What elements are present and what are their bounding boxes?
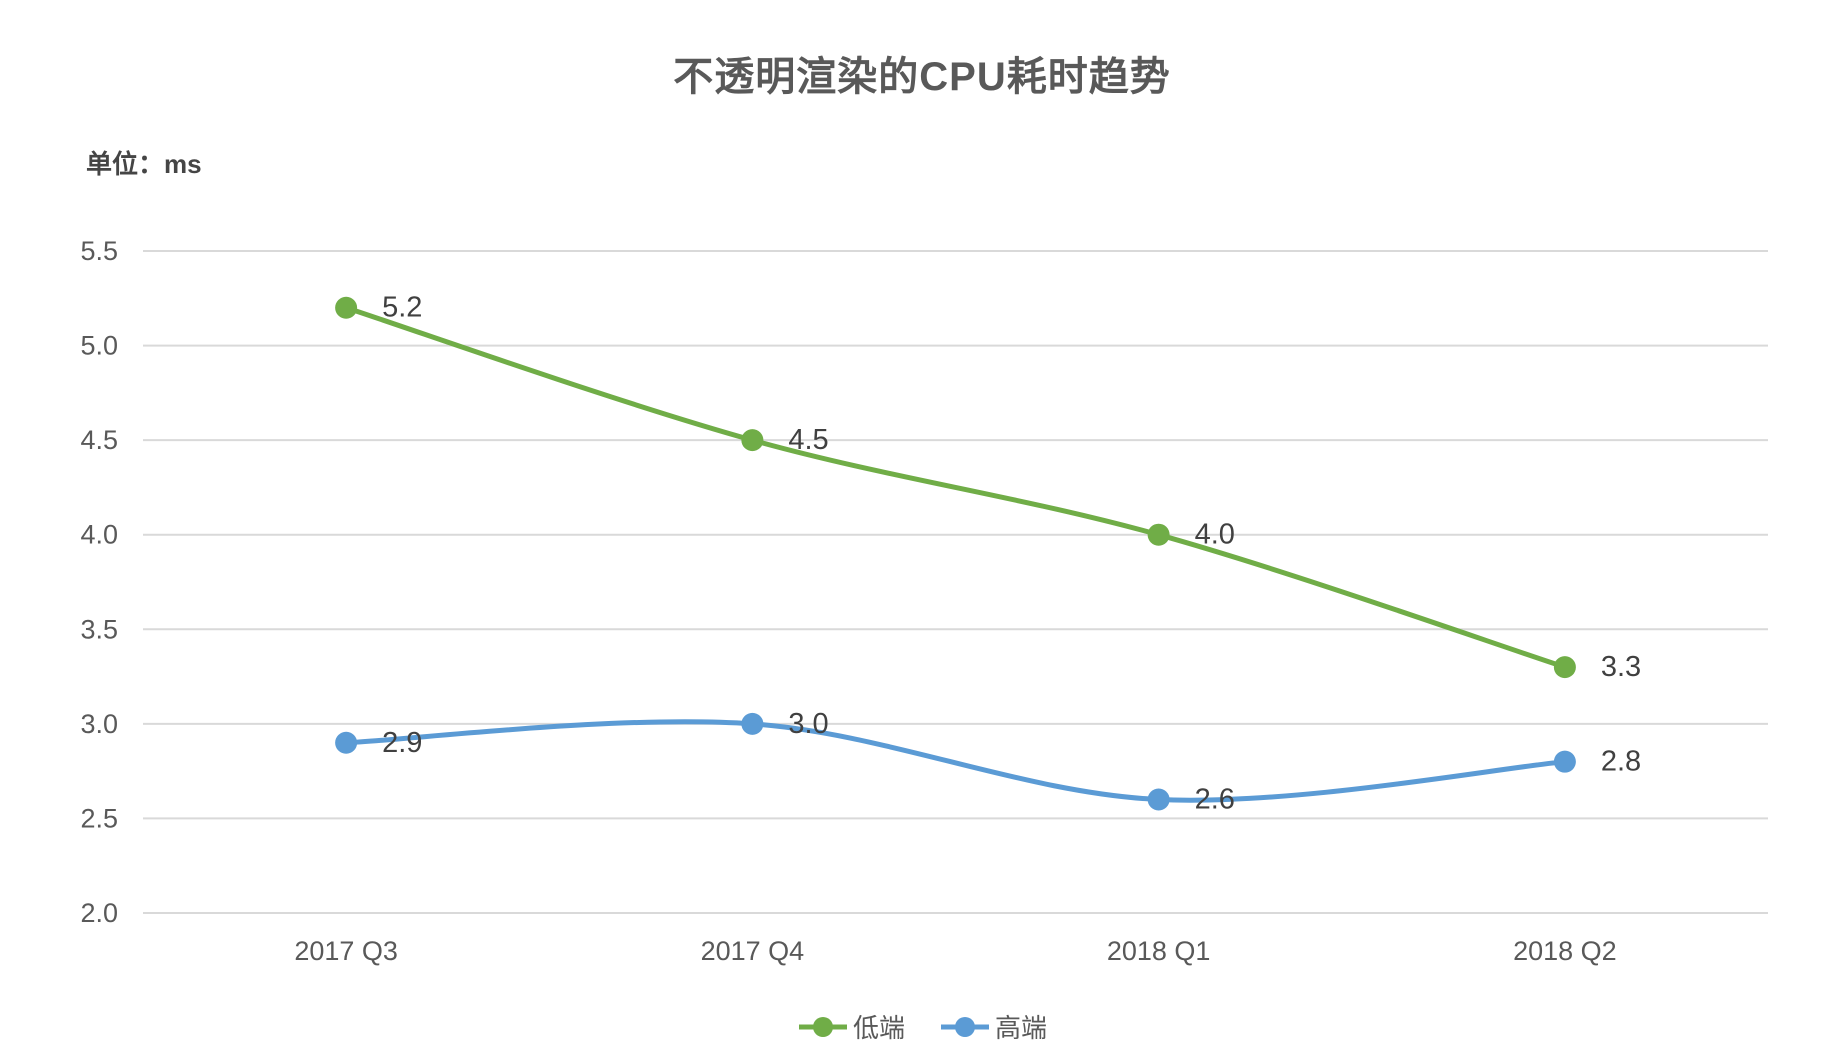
y-tick-label: 3.0 xyxy=(80,709,118,739)
x-axis-label: 2017 Q3 xyxy=(294,936,398,966)
data-label-低端: 5.2 xyxy=(382,292,422,324)
data-label-低端: 3.3 xyxy=(1601,651,1641,683)
y-tick-label: 5.5 xyxy=(80,236,118,266)
data-label-高端: 2.9 xyxy=(382,727,422,759)
legend-item-low-end: 低端 xyxy=(797,1008,905,1045)
legend-item-high-end: 高端 xyxy=(939,1008,1047,1045)
legend: 低端 高端 xyxy=(0,1008,1844,1045)
data-label-高端: 2.8 xyxy=(1601,746,1641,778)
legend-marker-low-end-icon xyxy=(798,1016,847,1037)
data-point-低端 xyxy=(1147,523,1170,546)
data-point-高端 xyxy=(335,731,358,754)
x-axis-label: 2018 Q2 xyxy=(1513,936,1617,966)
y-tick-label: 2.0 xyxy=(80,898,118,928)
unit-label: 单位：ms xyxy=(86,149,202,179)
data-point-低端 xyxy=(741,429,764,452)
x-axis-label: 2018 Q1 xyxy=(1107,936,1211,966)
data-label-高端: 2.6 xyxy=(1195,784,1235,816)
y-tick-label: 4.0 xyxy=(80,520,118,550)
data-point-高端 xyxy=(741,712,764,735)
data-point-低端 xyxy=(335,296,358,319)
data-label-低端: 4.0 xyxy=(1195,519,1235,551)
y-tick-label: 5.0 xyxy=(80,331,118,361)
data-label-高端: 3.0 xyxy=(788,708,828,740)
series-line-低端 xyxy=(343,305,1568,670)
legend-marker-high-end-icon xyxy=(941,1016,989,1037)
x-axis-label: 2017 Q4 xyxy=(701,936,805,966)
y-tick-label: 3.5 xyxy=(80,614,118,644)
chart-title: 不透明渲染的CPU耗时趋势 xyxy=(673,55,1171,99)
data-point-高端 xyxy=(1147,788,1170,811)
data-point-高端 xyxy=(1553,750,1576,773)
series-line-高端 xyxy=(343,719,1568,803)
legend-label-high-end: 高端 xyxy=(995,1013,1048,1043)
data-point-低端 xyxy=(1553,656,1576,679)
y-tick-label: 4.5 xyxy=(80,425,118,455)
y-tick-label: 2.5 xyxy=(80,803,118,833)
data-label-低端: 4.5 xyxy=(788,424,828,456)
legend-label-low-end: 低端 xyxy=(852,1013,905,1043)
